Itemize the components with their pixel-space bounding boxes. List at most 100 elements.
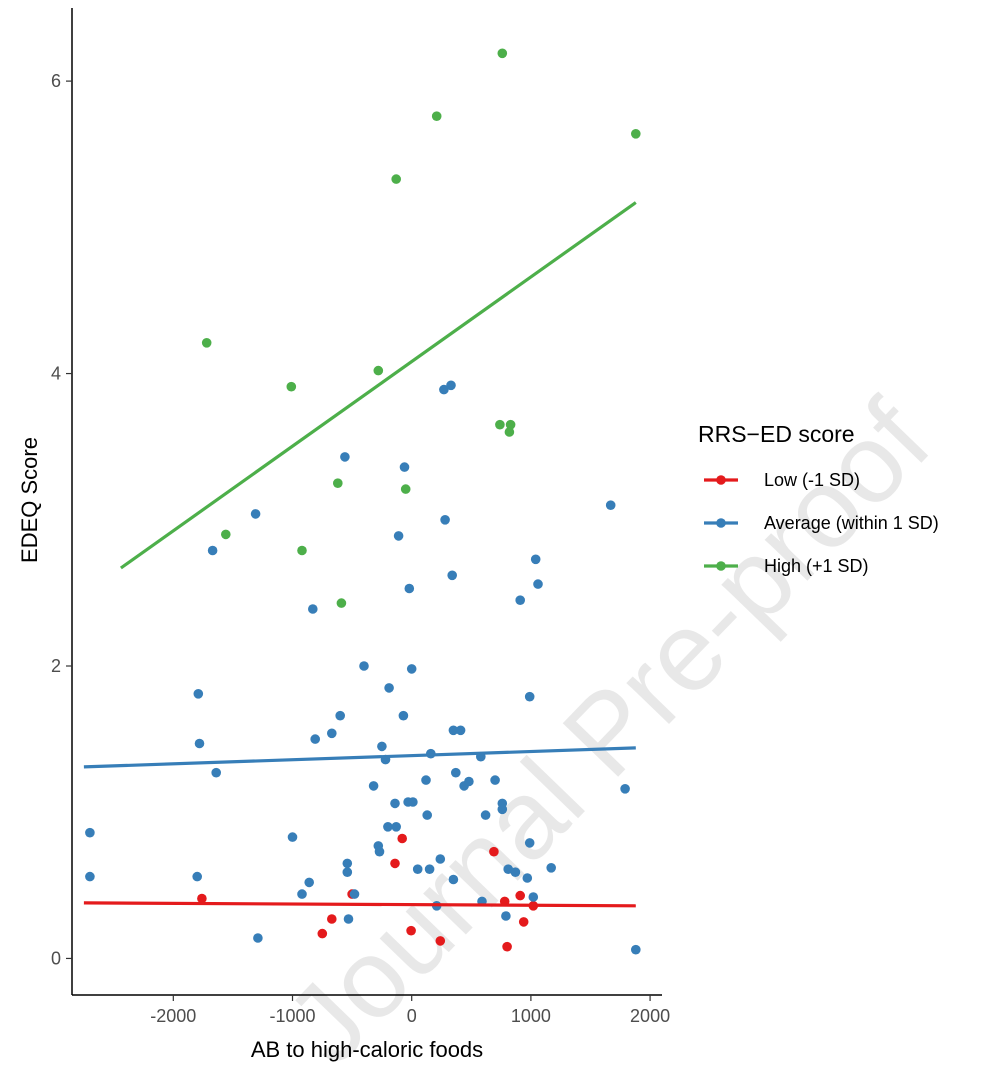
- data-point-1-65: [522, 873, 533, 883]
- data-point-2-5: [336, 598, 347, 608]
- data-point-2-3: [297, 545, 307, 556]
- data-point-1-25: [377, 741, 387, 752]
- data-point-0-4: [390, 858, 400, 869]
- y-tick-label-0: 0: [51, 948, 61, 968]
- data-point-2-8: [400, 484, 411, 494]
- series-2: [201, 48, 641, 608]
- x-axis-title: AB to high-caloric foods: [251, 1037, 483, 1062]
- data-point-1-19: [343, 914, 354, 924]
- y-tick-label-3: 6: [51, 71, 61, 91]
- data-point-1-0: [85, 827, 95, 838]
- data-point-1-8: [253, 933, 263, 943]
- data-point-2-4: [333, 478, 343, 489]
- data-point-1-9: [287, 832, 298, 842]
- x-tick-label-1: -1000: [269, 1006, 315, 1026]
- data-point-1-15: [335, 710, 346, 721]
- data-point-1-39: [421, 775, 431, 785]
- data-point-1-60: [497, 804, 508, 815]
- data-point-1-1: [85, 871, 95, 882]
- data-point-2-11: [497, 48, 508, 59]
- x-tick-label-4: 2000: [630, 1006, 670, 1026]
- data-point-2-2: [286, 381, 297, 392]
- data-point-2-10: [495, 419, 505, 430]
- data-point-1-30: [391, 822, 402, 832]
- series-0: [197, 833, 539, 952]
- data-point-0-0: [197, 893, 207, 904]
- y-tick-label-1: 2: [51, 656, 61, 676]
- data-point-1-74: [631, 944, 641, 955]
- data-point-1-67: [524, 838, 535, 848]
- data-point-1-54: [464, 776, 474, 787]
- y-axis-title: EDEQ Score: [17, 437, 42, 563]
- data-point-1-66: [524, 691, 535, 702]
- data-point-1-50: [448, 874, 459, 885]
- data-point-2-12: [504, 427, 515, 437]
- data-point-0-6: [406, 925, 416, 936]
- legend-key-point-0: [716, 475, 726, 485]
- data-point-1-36: [406, 664, 417, 674]
- data-point-1-10: [297, 889, 307, 899]
- data-point-1-2: [192, 871, 202, 882]
- data-point-1-18: [342, 867, 353, 877]
- data-point-1-61: [501, 911, 511, 921]
- data-point-2-14: [631, 129, 641, 139]
- data-point-1-71: [546, 863, 556, 873]
- data-point-0-12: [518, 917, 529, 927]
- data-point-0-2: [327, 914, 337, 924]
- data-point-0-11: [515, 890, 525, 901]
- data-point-0-10: [502, 941, 512, 952]
- data-point-1-20: [349, 889, 360, 899]
- data-point-1-17: [342, 858, 353, 869]
- data-point-1-21: [359, 661, 369, 671]
- x-tick-label-0: -2000: [150, 1006, 196, 1026]
- data-point-1-57: [480, 810, 491, 820]
- data-point-1-24: [374, 846, 385, 857]
- data-point-1-38: [412, 864, 423, 874]
- data-point-1-16: [340, 452, 350, 462]
- data-point-1-22: [368, 781, 379, 791]
- data-point-1-58: [490, 775, 500, 785]
- data-point-1-6: [211, 767, 221, 778]
- legend-label-2: High (+1 SD): [764, 556, 869, 576]
- data-point-1-7: [250, 509, 261, 519]
- data-point-0-5: [397, 833, 408, 844]
- data-point-0-8: [489, 846, 499, 857]
- data-point-1-51: [451, 767, 461, 778]
- data-point-1-49: [448, 725, 459, 736]
- data-point-1-62: [503, 864, 513, 874]
- data-point-1-47: [446, 380, 456, 391]
- data-point-0-1: [317, 928, 328, 939]
- data-point-1-31: [393, 531, 404, 541]
- legend-key-point-1: [716, 518, 726, 528]
- data-point-1-69: [530, 554, 541, 565]
- data-point-2-1: [221, 529, 231, 540]
- data-point-1-64: [515, 595, 525, 605]
- data-point-1-4: [194, 738, 205, 749]
- data-point-1-45: [439, 384, 449, 395]
- data-point-2-0: [201, 338, 212, 348]
- data-point-2-6: [373, 365, 384, 376]
- x-tick-label-3: 1000: [511, 1006, 551, 1026]
- data-point-2-13: [505, 419, 516, 430]
- data-point-1-41: [424, 864, 435, 874]
- data-point-2-7: [391, 174, 402, 184]
- data-point-1-13: [310, 734, 321, 744]
- data-point-1-70: [533, 579, 543, 589]
- data-point-1-12: [308, 604, 318, 614]
- data-point-1-52: [455, 725, 466, 736]
- data-point-1-27: [383, 822, 393, 832]
- data-point-1-29: [390, 798, 400, 809]
- trend-line-2: [119, 201, 637, 570]
- data-point-1-73: [620, 784, 630, 794]
- data-point-1-32: [398, 710, 409, 721]
- data-point-2-9: [431, 111, 442, 121]
- data-point-1-33: [399, 462, 410, 472]
- data-point-1-44: [435, 854, 446, 864]
- data-point-1-68: [528, 892, 539, 902]
- data-point-1-72: [605, 500, 616, 511]
- data-point-1-28: [384, 683, 394, 693]
- data-point-1-3: [193, 689, 204, 699]
- legend-title: RRS−ED score: [698, 421, 855, 447]
- data-point-1-46: [440, 515, 450, 525]
